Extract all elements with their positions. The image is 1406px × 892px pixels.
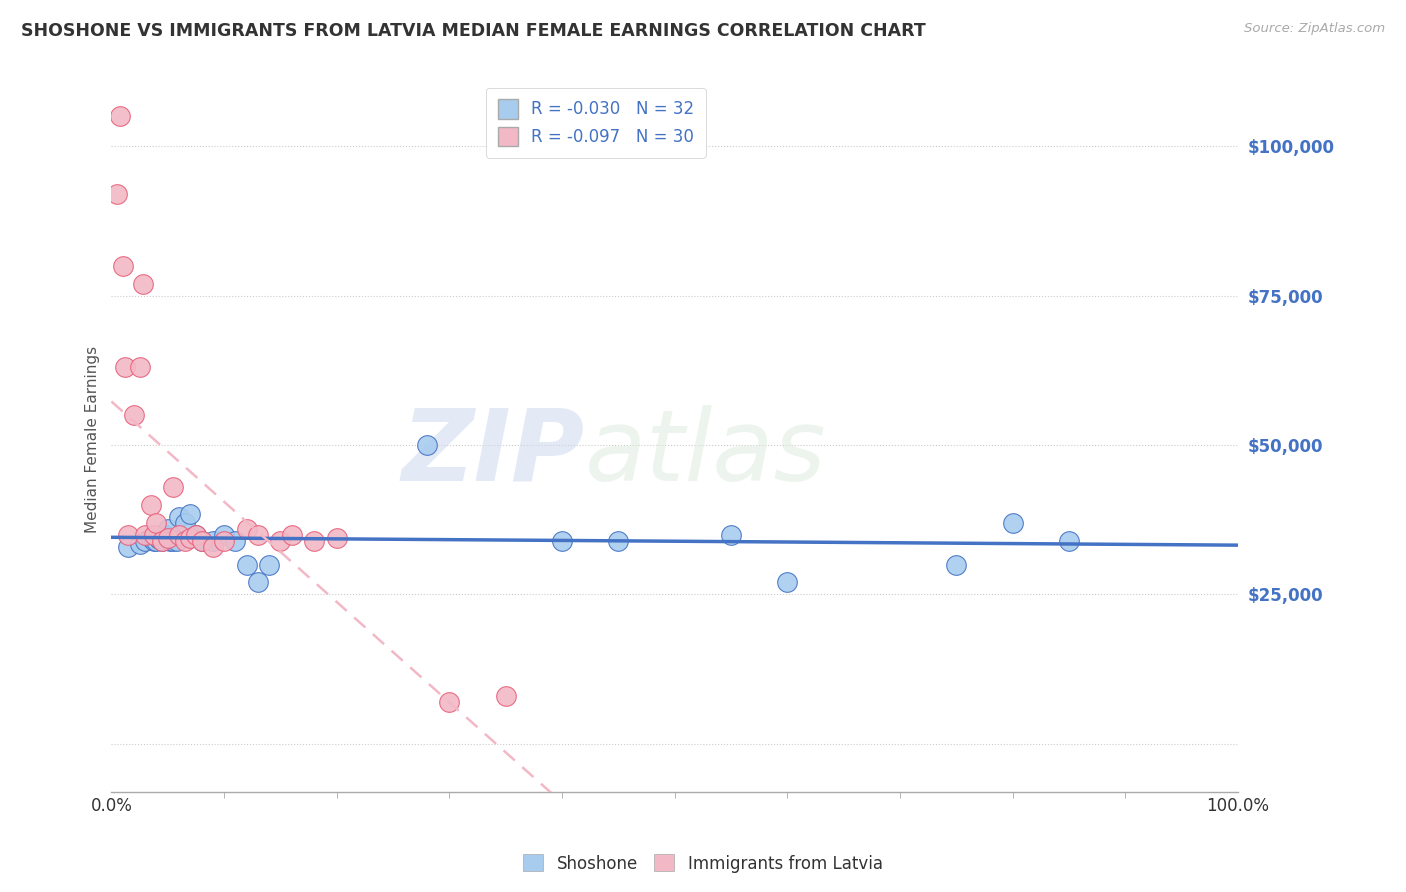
Point	[776, 575, 799, 590]
Point	[235, 522, 257, 536]
Point	[416, 438, 439, 452]
Point	[179, 531, 201, 545]
Point	[166, 533, 188, 548]
Point	[224, 533, 246, 548]
Point	[945, 558, 967, 572]
Legend: R = -0.030   N = 32, R = -0.097   N = 30: R = -0.030 N = 32, R = -0.097 N = 30	[486, 87, 706, 158]
Point	[201, 533, 224, 548]
Point	[139, 531, 162, 545]
Point	[325, 531, 347, 545]
Point	[155, 527, 177, 541]
Point	[150, 533, 173, 548]
Point	[139, 498, 162, 512]
Point	[117, 540, 139, 554]
Point	[159, 533, 181, 548]
Point	[145, 533, 167, 548]
Point	[162, 533, 184, 548]
Point	[148, 533, 170, 547]
Y-axis label: Median Female Earnings: Median Female Earnings	[86, 345, 100, 533]
Point	[179, 507, 201, 521]
Point	[173, 533, 195, 548]
Point	[134, 527, 156, 541]
Point	[134, 533, 156, 548]
Point	[269, 533, 291, 548]
Point	[551, 533, 574, 548]
Text: atlas: atlas	[585, 405, 827, 501]
Point	[1001, 516, 1024, 530]
Point	[212, 527, 235, 541]
Point	[162, 480, 184, 494]
Point	[156, 531, 179, 545]
Point	[246, 575, 269, 590]
Point	[167, 509, 190, 524]
Point	[184, 527, 207, 541]
Point	[122, 408, 145, 422]
Point	[184, 527, 207, 541]
Point	[105, 186, 128, 201]
Point	[235, 558, 257, 572]
Point	[190, 533, 212, 548]
Text: SHOSHONE VS IMMIGRANTS FROM LATVIA MEDIAN FEMALE EARNINGS CORRELATION CHART: SHOSHONE VS IMMIGRANTS FROM LATVIA MEDIA…	[21, 22, 925, 40]
Point	[128, 360, 150, 375]
Point	[114, 360, 136, 375]
Point	[201, 540, 224, 554]
Point	[167, 527, 190, 541]
Point	[246, 527, 269, 541]
Point	[110, 109, 132, 123]
Point	[150, 533, 173, 548]
Point	[111, 259, 134, 273]
Point	[145, 516, 167, 530]
Point	[117, 527, 139, 541]
Text: Source: ZipAtlas.com: Source: ZipAtlas.com	[1244, 22, 1385, 36]
Legend: Shoshone, Immigrants from Latvia: Shoshone, Immigrants from Latvia	[516, 847, 890, 880]
Text: ZIP: ZIP	[402, 405, 585, 501]
Point	[607, 533, 630, 548]
Point	[156, 522, 179, 536]
Point	[495, 689, 517, 703]
Point	[128, 536, 150, 550]
Point	[1057, 533, 1080, 548]
Point	[212, 533, 235, 548]
Point	[190, 533, 212, 548]
Point	[280, 527, 302, 541]
Point	[439, 695, 461, 709]
Point	[173, 516, 195, 530]
Point	[143, 533, 166, 548]
Point	[720, 527, 742, 541]
Point	[302, 533, 325, 548]
Point	[132, 277, 155, 291]
Point	[143, 527, 166, 541]
Point	[257, 558, 280, 572]
